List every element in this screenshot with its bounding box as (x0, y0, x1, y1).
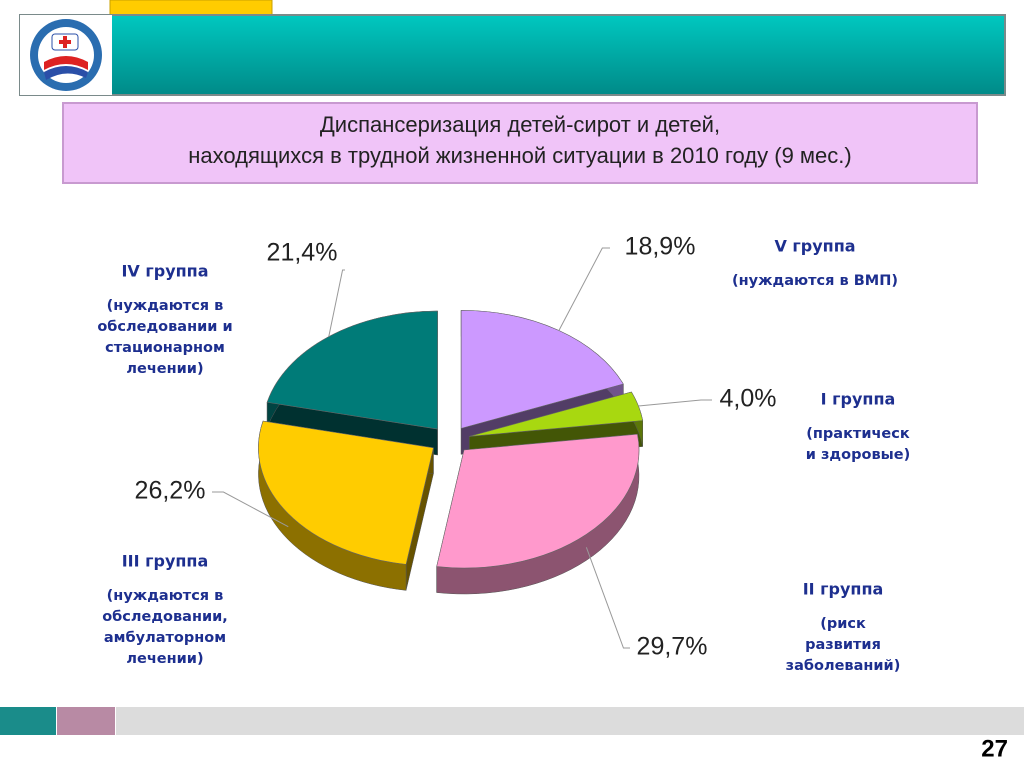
group-description: лечении) (126, 651, 203, 667)
leader-line (638, 399, 712, 407)
title-line: Диспансеризация детей-сирот и детей, (320, 112, 720, 137)
group-name: II группа (803, 580, 884, 599)
group-description: заболеваний) (786, 658, 901, 674)
group-description: лечении) (126, 361, 203, 377)
labels: 18,9% V группа (нуждаются в ВМП) 4,0% I груп… (97, 233, 910, 674)
group-description: (нуждаются в ВМП) (732, 273, 898, 289)
top-tab (109, 0, 273, 16)
footer-block (57, 707, 115, 735)
slice-top (258, 420, 434, 565)
group-name: I группа (821, 390, 896, 409)
group-description: обследовании и (97, 319, 232, 335)
group-name: V группа (774, 237, 855, 256)
value-label: 29,7% (637, 633, 708, 661)
logo (20, 15, 112, 95)
group-description: (нуждаются в (107, 588, 224, 604)
slice-top (436, 433, 640, 569)
group-name: IV группа (121, 262, 208, 281)
title-line: находящихся в трудной жизненной ситуации… (188, 143, 851, 168)
slice (258, 420, 434, 591)
group-name: III группа (122, 552, 209, 571)
footer-block (0, 707, 56, 735)
group-description: стационарном (105, 340, 225, 356)
leader-line (558, 247, 610, 331)
group-description: (нуждаются в (107, 298, 224, 314)
pie (258, 310, 644, 595)
page-number: 27 (981, 735, 1008, 762)
group-description: (практическ (806, 426, 910, 442)
footer-strip (116, 707, 1024, 735)
group-description: (риск (820, 616, 866, 632)
leader-line (585, 547, 630, 649)
header-bar (19, 14, 1006, 96)
leader-line (212, 491, 289, 528)
group-description: амбулаторном (104, 630, 226, 646)
group-description: и здоровые) (806, 447, 910, 463)
slice-top (460, 310, 624, 429)
group-description: развития (805, 637, 881, 653)
slice (436, 433, 640, 595)
value-label: 26,2% (135, 477, 206, 505)
value-label: 18,9% (625, 233, 696, 261)
group-description: обследовании, (102, 609, 228, 625)
value-label: 4,0% (720, 385, 777, 413)
leader-line (328, 269, 345, 337)
value-label: 21,4% (267, 239, 338, 267)
title-box (62, 102, 978, 184)
